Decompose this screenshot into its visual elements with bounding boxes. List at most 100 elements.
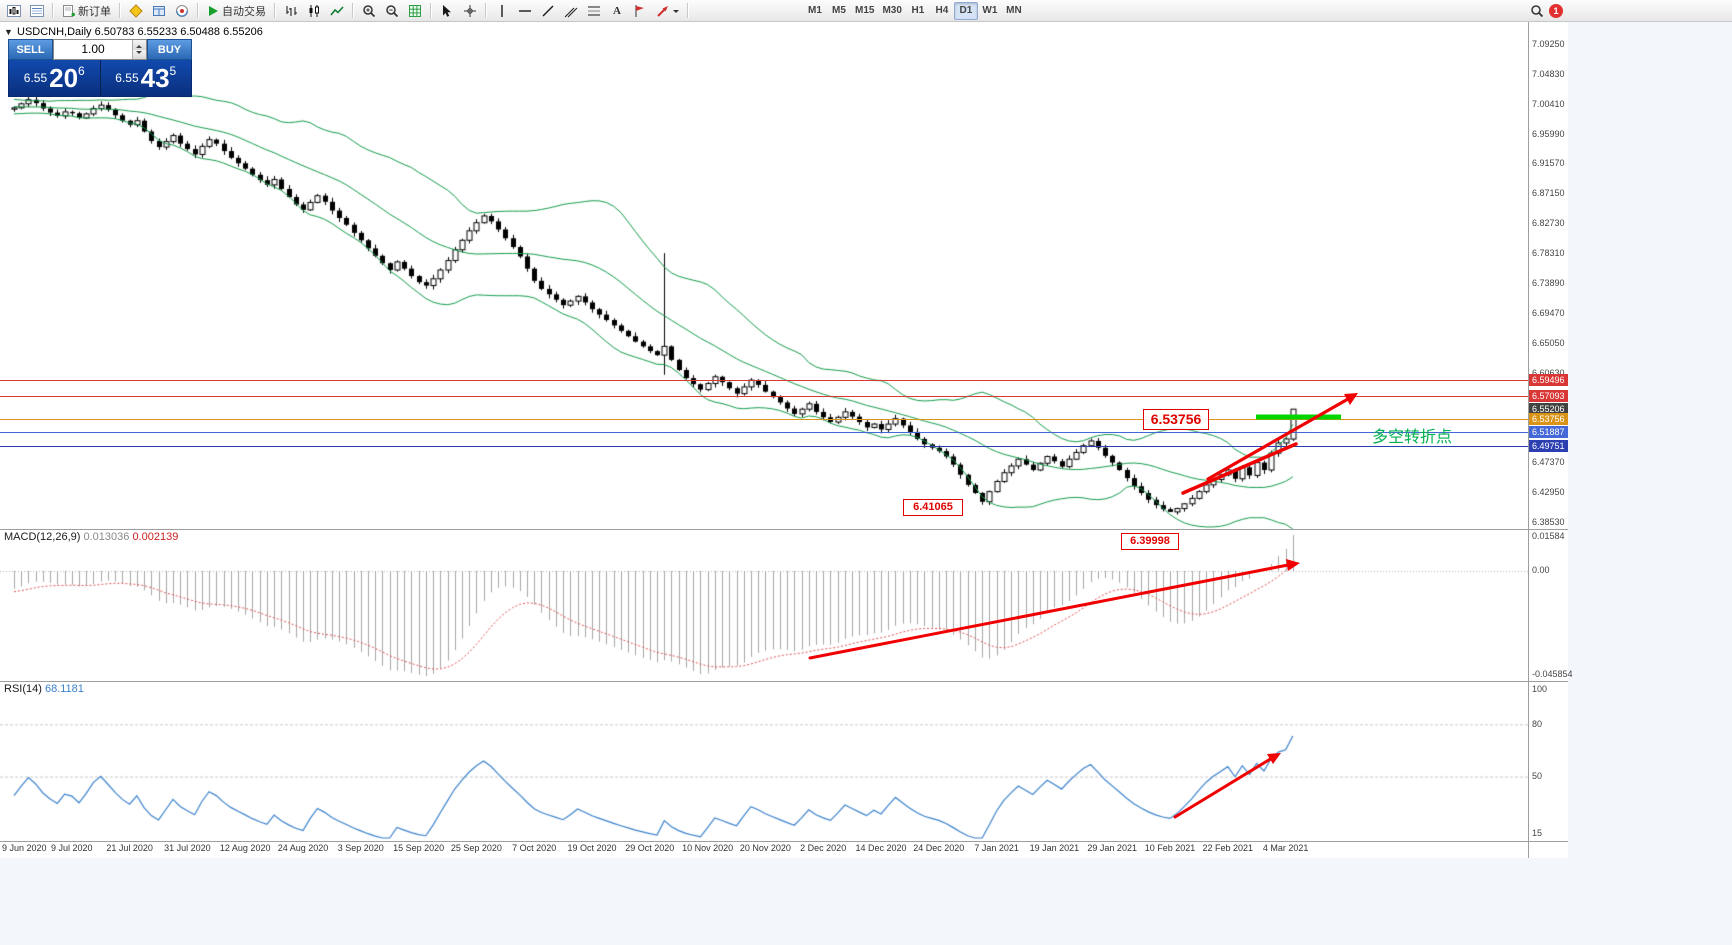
timeframe-h1[interactable]: H1 bbox=[911, 5, 925, 16]
timeframe-m15[interactable]: M15 bbox=[855, 5, 875, 16]
level-line-6.51887[interactable] bbox=[0, 432, 1528, 433]
resistance-price-box[interactable]: 6.53756 bbox=[1143, 409, 1209, 430]
panel-separator-macd[interactable] bbox=[0, 529, 1568, 530]
new-order-button[interactable]: 新订单 bbox=[58, 2, 115, 20]
text-label-button[interactable] bbox=[629, 2, 651, 20]
timeframe-m30[interactable]: M30 bbox=[882, 5, 902, 16]
zoom-out-button[interactable] bbox=[381, 2, 403, 20]
rsi-axis-80: 80 bbox=[1532, 719, 1543, 729]
grid-icon bbox=[409, 4, 421, 17]
timeframe-group: M1 M5 M15 M30 H1 H4 D1 W1 MN bbox=[803, 1, 1026, 20]
timeframe-m1[interactable]: M1 bbox=[808, 5, 822, 16]
trendline-button[interactable] bbox=[537, 2, 559, 20]
x-axis-label: 2 Dec 2020 bbox=[800, 843, 847, 853]
bar-chart-button[interactable] bbox=[280, 2, 302, 20]
chart-window: ▼ USDCNH,Daily 6.50783 6.55233 6.50488 6… bbox=[0, 22, 1573, 858]
toolbar-separator bbox=[274, 3, 276, 18]
buy-button[interactable]: BUY bbox=[147, 39, 192, 60]
rsi-axis-100: 100 bbox=[1532, 684, 1548, 694]
price-axis-line bbox=[1528, 22, 1529, 858]
news-button[interactable] bbox=[171, 2, 193, 20]
trendline-icon bbox=[542, 5, 554, 16]
x-axis-label: 15 Sep 2020 bbox=[393, 843, 445, 853]
timeframe-h4[interactable]: H4 bbox=[935, 5, 949, 16]
support-price-box-2[interactable]: 6.39998 bbox=[1121, 533, 1179, 550]
fibonacci-icon bbox=[588, 6, 600, 15]
y-axis-label: 6.73890 bbox=[1532, 277, 1565, 288]
arrows-objects-button[interactable] bbox=[652, 2, 683, 20]
chart-profile-button[interactable] bbox=[26, 2, 48, 20]
x-axis-label: 7 Jan 2021 bbox=[974, 843, 1019, 853]
diamond-icon bbox=[129, 3, 143, 18]
y-axis-label: 6.60630 bbox=[1532, 367, 1565, 378]
buy-price[interactable]: 6.55 43 5 bbox=[101, 60, 192, 96]
vertical-line-button[interactable] bbox=[491, 2, 513, 20]
x-axis-label: 7 Oct 2020 bbox=[512, 843, 557, 853]
candle-chart-button[interactable] bbox=[303, 2, 325, 20]
timeframe-w1[interactable]: W1 bbox=[982, 5, 998, 16]
timeframe-d1[interactable]: D1 bbox=[953, 1, 978, 20]
zoom-in-icon bbox=[363, 4, 376, 17]
one-click-toggle-icon[interactable]: ▼ bbox=[4, 27, 13, 37]
ohlc-values: 6.50783 6.55233 6.50488 6.55206 bbox=[94, 26, 263, 38]
volume-up-icon[interactable] bbox=[133, 40, 146, 50]
macd-axis-zero: 0.00 bbox=[1532, 565, 1550, 575]
sell-button[interactable]: SELL bbox=[8, 39, 53, 60]
turning-point-text[interactable]: 多空转折点 bbox=[1372, 429, 1453, 446]
buy-price-big: 43 bbox=[140, 62, 170, 93]
search-icon bbox=[1531, 4, 1544, 17]
panel-separator-rsi[interactable] bbox=[0, 681, 1568, 682]
zoom-in-button[interactable] bbox=[358, 2, 380, 20]
notification-badge[interactable]: 1 bbox=[1549, 3, 1563, 18]
market-watch-icon bbox=[153, 5, 165, 16]
profiles-icon bbox=[30, 4, 44, 17]
x-axis-label: 24 Aug 2020 bbox=[277, 843, 329, 853]
x-axis-label: 24 Dec 2020 bbox=[913, 843, 965, 853]
label-flag-icon bbox=[635, 4, 644, 17]
cursor-button[interactable] bbox=[436, 2, 458, 20]
buy-price-pip: 5 bbox=[169, 64, 177, 78]
favorites-button[interactable] bbox=[125, 2, 147, 20]
support-price-box-1[interactable]: 6.41065 bbox=[903, 499, 963, 516]
channel-button[interactable] bbox=[560, 2, 582, 20]
x-axis-label: 29 Oct 2020 bbox=[625, 843, 675, 853]
crosshair-icon bbox=[464, 4, 476, 17]
level-line-6.49751[interactable] bbox=[0, 446, 1528, 447]
horizontal-line-icon bbox=[519, 9, 531, 12]
level-line-6.59496[interactable] bbox=[0, 380, 1528, 381]
y-axis-label: 6.65050 bbox=[1532, 337, 1565, 348]
level-line-6.53756[interactable] bbox=[0, 419, 1528, 420]
text-button[interactable]: A bbox=[613, 4, 621, 17]
fibonacci-button[interactable] bbox=[583, 2, 605, 20]
y-axis-label: 6.95990 bbox=[1532, 128, 1565, 139]
volume-input[interactable]: 1.00 bbox=[53, 39, 147, 60]
y-axis-label: 7.04830 bbox=[1532, 68, 1565, 79]
level-line-6.57093[interactable] bbox=[0, 396, 1528, 397]
symbol-period-label: USDCNH,Daily bbox=[17, 26, 92, 38]
search-button[interactable] bbox=[1526, 2, 1548, 20]
timeframe-mn[interactable]: MN bbox=[1006, 5, 1022, 16]
one-click-top-row: SELL 1.00 BUY bbox=[8, 39, 192, 60]
line-chart-button[interactable] bbox=[326, 2, 348, 20]
grid-toggle-button[interactable] bbox=[404, 2, 426, 20]
market-watch-button[interactable] bbox=[148, 2, 170, 20]
horizontal-line-button[interactable] bbox=[514, 2, 536, 20]
workspace-bottom-area bbox=[0, 858, 1732, 945]
x-axis-label: 31 Jul 2020 bbox=[164, 843, 211, 853]
chart-canvas[interactable] bbox=[0, 22, 1528, 858]
price-tag-6.55206: 6.55206 bbox=[1529, 403, 1568, 416]
sell-price[interactable]: 6.55 20 6 bbox=[9, 60, 101, 96]
autotrade-button[interactable]: 自动交易 bbox=[203, 2, 270, 20]
rsi-value: 68.1181 bbox=[44, 683, 84, 695]
news-globe-icon bbox=[176, 4, 188, 17]
one-click-price-row: 6.55 20 6 6.55 43 5 bbox=[8, 60, 192, 97]
sell-price-pip: 6 bbox=[78, 64, 85, 78]
toolbar-separator bbox=[119, 3, 121, 18]
chart-title: USDCNH,Daily 6.50783 6.55233 6.50488 6.5… bbox=[17, 26, 263, 38]
new-chart-button[interactable] bbox=[3, 2, 25, 20]
timeframe-m5[interactable]: M5 bbox=[832, 5, 846, 16]
crosshair-button[interactable] bbox=[459, 2, 481, 20]
volume-stepper[interactable] bbox=[132, 40, 146, 59]
x-axis-label: 4 Mar 2021 bbox=[1262, 843, 1309, 853]
volume-down-icon[interactable] bbox=[133, 49, 146, 59]
